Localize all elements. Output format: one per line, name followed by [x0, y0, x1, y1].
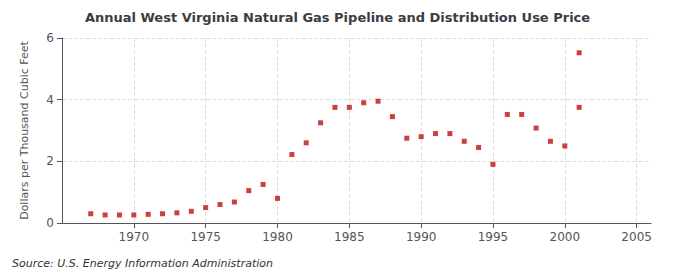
svg-text:6: 6: [46, 31, 54, 45]
svg-text:1990: 1990: [406, 230, 437, 244]
svg-text:0: 0: [46, 216, 54, 230]
svg-text:4: 4: [46, 93, 54, 107]
svg-text:1980: 1980: [262, 230, 293, 244]
svg-text:1975: 1975: [190, 230, 221, 244]
svg-text:1985: 1985: [334, 230, 365, 244]
svg-text:2: 2: [46, 154, 54, 168]
svg-text:Source: U.S. Energy Informatio: Source: U.S. Energy Information Administ…: [12, 257, 273, 270]
svg-text:2000: 2000: [550, 230, 581, 244]
svg-text:Annual West Virginia Natural G: Annual West Virginia Natural Gas Pipelin…: [85, 10, 590, 25]
svg-text:1970: 1970: [119, 230, 150, 244]
svg-text:Dollars per Thousand Cubic Fee: Dollars per Thousand Cubic Feet: [18, 40, 31, 219]
svg-text:2005: 2005: [621, 230, 652, 244]
svg-text:1995: 1995: [478, 230, 509, 244]
